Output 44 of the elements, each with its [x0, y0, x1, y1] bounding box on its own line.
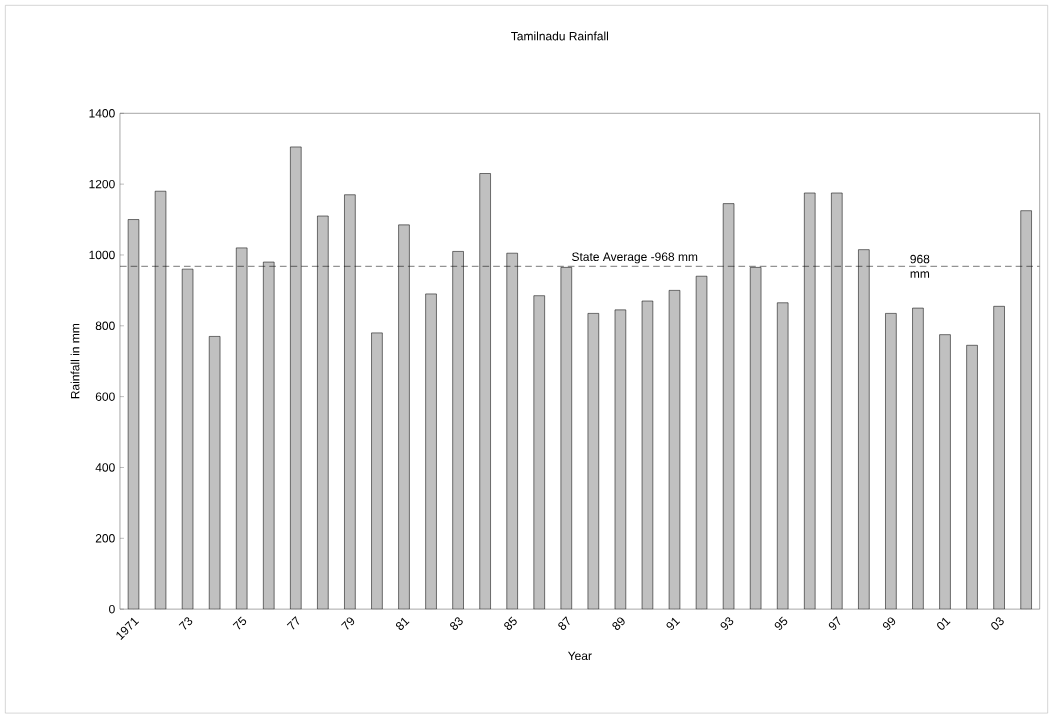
- bar: [777, 302, 789, 609]
- y-tick-label: 400: [95, 463, 115, 472]
- annotation: 968 mm: [910, 254, 930, 278]
- x-tick-label: 73: [178, 617, 193, 630]
- x-tick-label: 97: [828, 616, 841, 630]
- x-tick-label: 77: [286, 616, 300, 630]
- x-tick-label: 85: [504, 616, 517, 630]
- y-tick-label: 200: [95, 533, 115, 543]
- bar: [668, 289, 681, 609]
- x-tick-label: 75: [232, 616, 247, 630]
- y-tick-label: 0: [109, 604, 115, 614]
- bar: [614, 309, 627, 609]
- x-tick-label: 93: [720, 617, 734, 630]
- bar: [695, 275, 708, 609]
- bar: [533, 295, 545, 609]
- bar: [587, 312, 600, 609]
- x-tick-label: 01: [937, 617, 951, 630]
- y-axis-title: Rainfall in mm: [70, 323, 80, 399]
- y-tick-label: 1000: [89, 250, 115, 259]
- y-tick-label: 600: [95, 392, 115, 401]
- x-tick-label: 95: [774, 616, 788, 630]
- x-axis-title: Year: [567, 651, 592, 660]
- y-tick-label: 1200: [89, 179, 115, 189]
- bar: [912, 307, 924, 609]
- bar: [425, 293, 437, 609]
- x-tick-label: 87: [558, 616, 570, 630]
- x-tick-label: 81: [395, 617, 410, 630]
- bar: [993, 305, 1005, 609]
- y-tick-label: 800: [95, 321, 115, 330]
- bar: [208, 335, 221, 609]
- ref-line-label: State Average -968 mm: [572, 252, 698, 264]
- x-tick-label: 89: [612, 617, 625, 630]
- y-tick-label: 1400: [89, 108, 115, 118]
- x-tick-label: 91: [666, 617, 681, 630]
- chart-title: Tamilnadu Rainfall: [511, 31, 608, 41]
- bar: [641, 300, 654, 609]
- bar: [939, 334, 951, 609]
- bar: [966, 344, 978, 609]
- x-tick-label: 83: [450, 617, 463, 630]
- x-tick-label: 99: [882, 617, 896, 630]
- bar: [885, 312, 897, 609]
- bar: [371, 332, 383, 609]
- x-tick-label: 79: [340, 617, 355, 630]
- x-tick-label: 03: [991, 617, 1004, 630]
